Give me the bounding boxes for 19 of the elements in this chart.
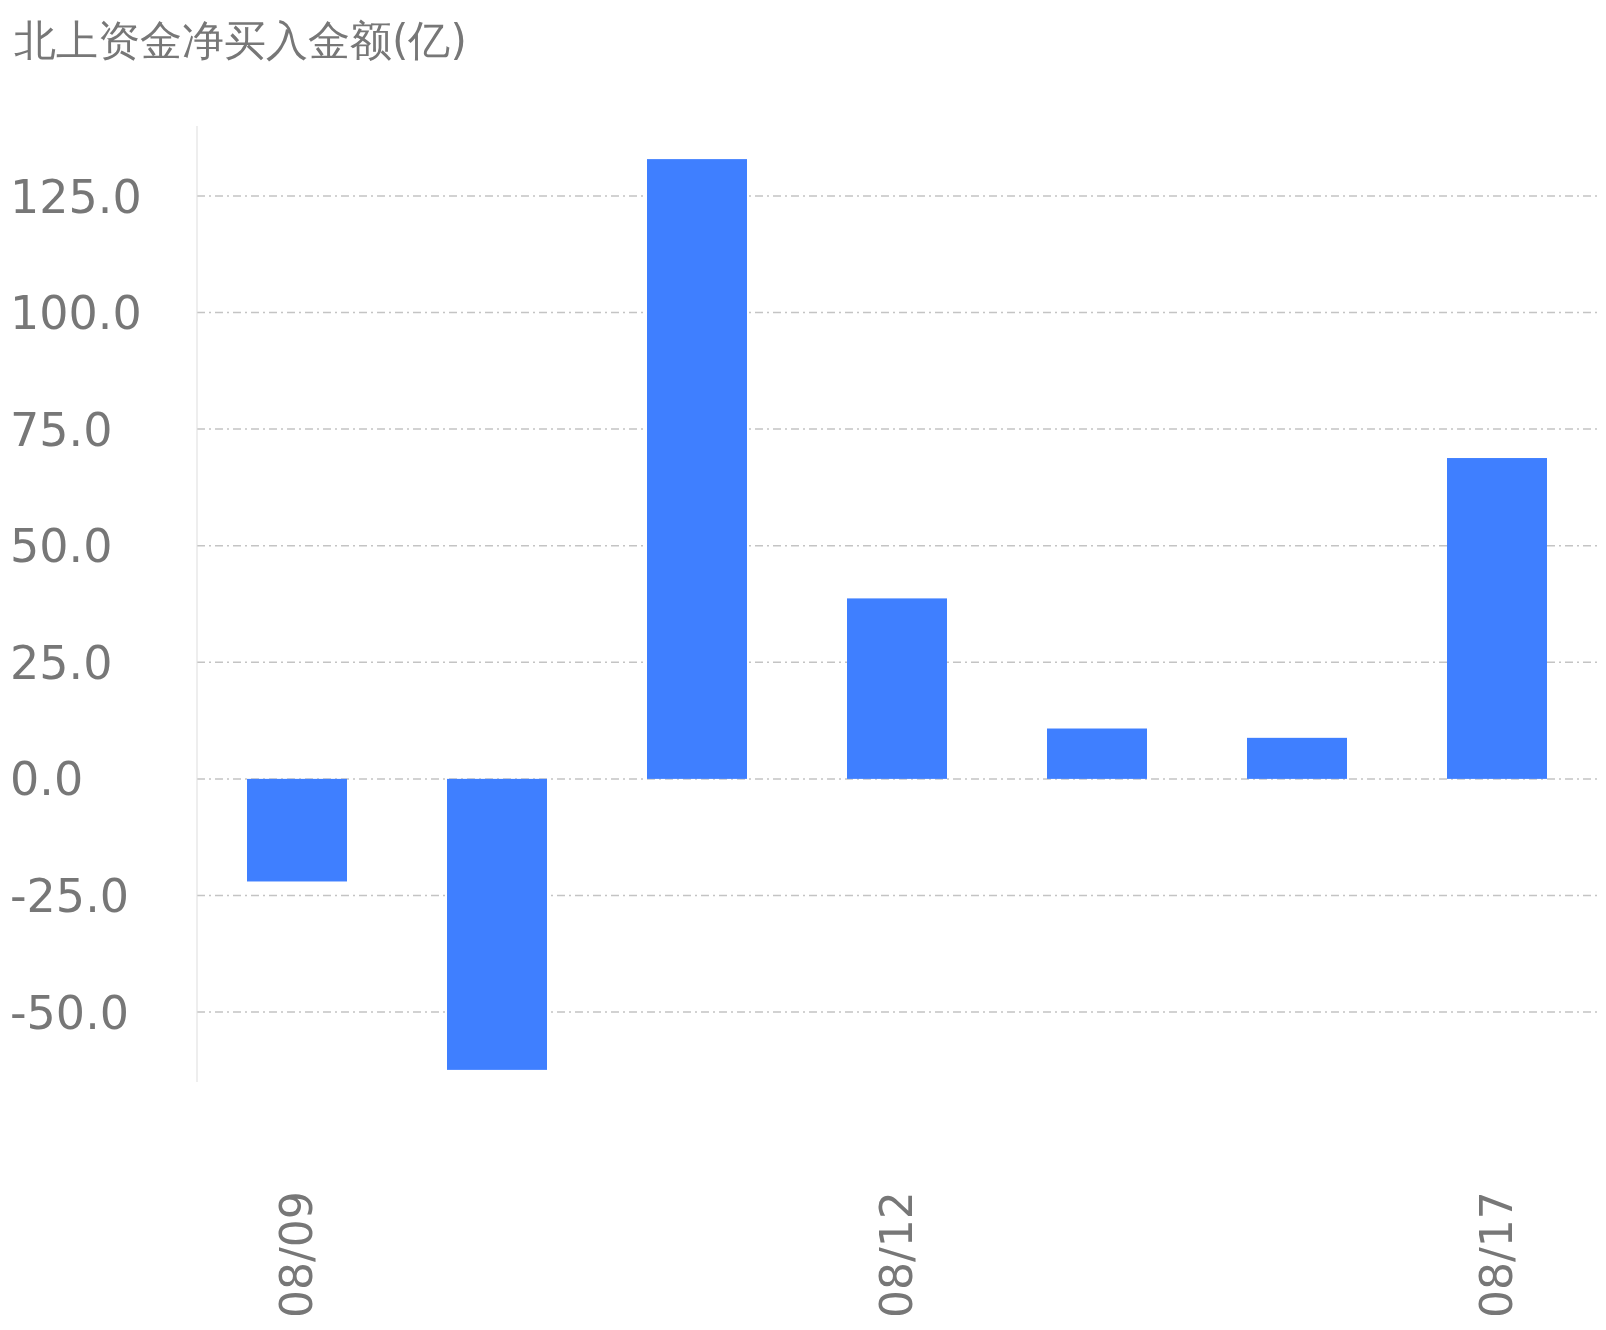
y-tick-label: 125.0 [10,169,142,224]
bar [1447,458,1547,779]
y-tick-label: 50.0 [10,519,113,574]
x-tick-label: 08/12 [871,1191,923,1318]
bar [1247,737,1347,779]
y-tick-label: 25.0 [10,635,113,690]
bar [447,778,547,1070]
bar [847,598,947,779]
chart-title: 北上资金净买入金额(亿) [14,16,467,65]
x-tick-label: 08/17 [1471,1191,1523,1318]
y-tick-label: -25.0 [10,869,130,924]
y-tick-label: 0.0 [10,752,84,807]
bar [647,159,747,779]
x-tick-label: 08/09 [271,1191,323,1318]
bar [247,778,347,882]
y-tick-label: 100.0 [10,286,142,341]
y-tick-label: -50.0 [10,985,130,1040]
bar [1047,728,1147,779]
y-tick-label: 75.0 [10,402,113,457]
